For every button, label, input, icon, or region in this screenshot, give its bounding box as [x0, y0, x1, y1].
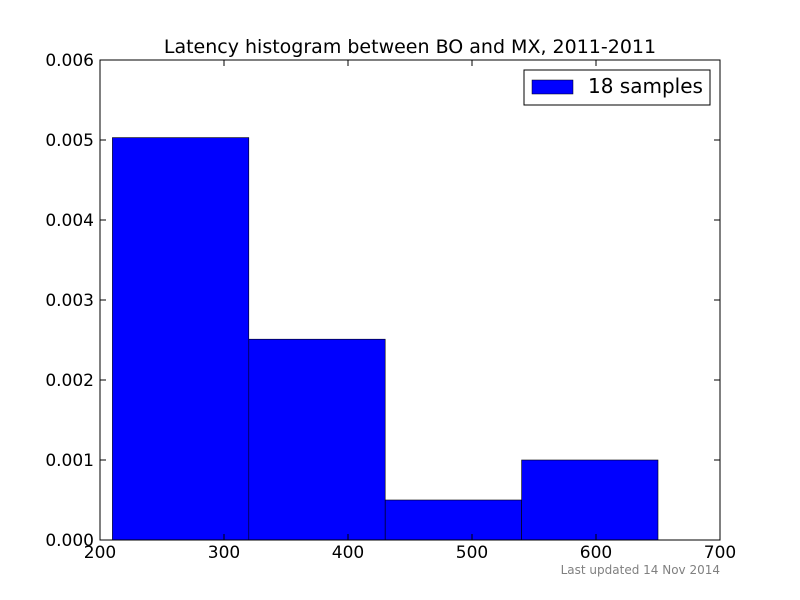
- histogram-bar-2: [384, 499, 522, 541]
- bars-group: [112, 137, 659, 541]
- legend: 18 samples: [523, 69, 711, 106]
- histogram-bar-1: [248, 338, 386, 541]
- histogram-bar-3: [521, 459, 659, 541]
- y-tick-label: 0.001: [45, 451, 94, 471]
- y-tick-label: 0.003: [45, 291, 94, 311]
- y-tick-label: 0.004: [45, 211, 94, 231]
- y-tick-label: 0.005: [45, 131, 94, 151]
- legend-label: 18 samples: [588, 74, 703, 98]
- last-updated-note: Last updated 14 Nov 2014: [561, 563, 720, 577]
- x-tick-label: 200: [84, 543, 116, 563]
- x-tick-label: 600: [580, 543, 612, 563]
- legend-swatch: [531, 79, 574, 95]
- x-axis: 200 300 400 500 600 700: [84, 60, 736, 563]
- chart-title: Latency histogram between BO and MX, 201…: [164, 36, 656, 58]
- histogram-bar-0: [112, 137, 250, 541]
- y-tick-label: 0.000: [45, 531, 94, 551]
- x-tick-label: 500: [456, 543, 488, 563]
- x-tick-label: 700: [704, 543, 736, 563]
- plot-frame: [99, 59, 721, 541]
- y-tick-label: 0.006: [45, 51, 94, 71]
- x-tick-label: 300: [208, 543, 240, 563]
- x-tick-label: 400: [332, 543, 364, 563]
- y-tick-label: 0.002: [45, 371, 94, 391]
